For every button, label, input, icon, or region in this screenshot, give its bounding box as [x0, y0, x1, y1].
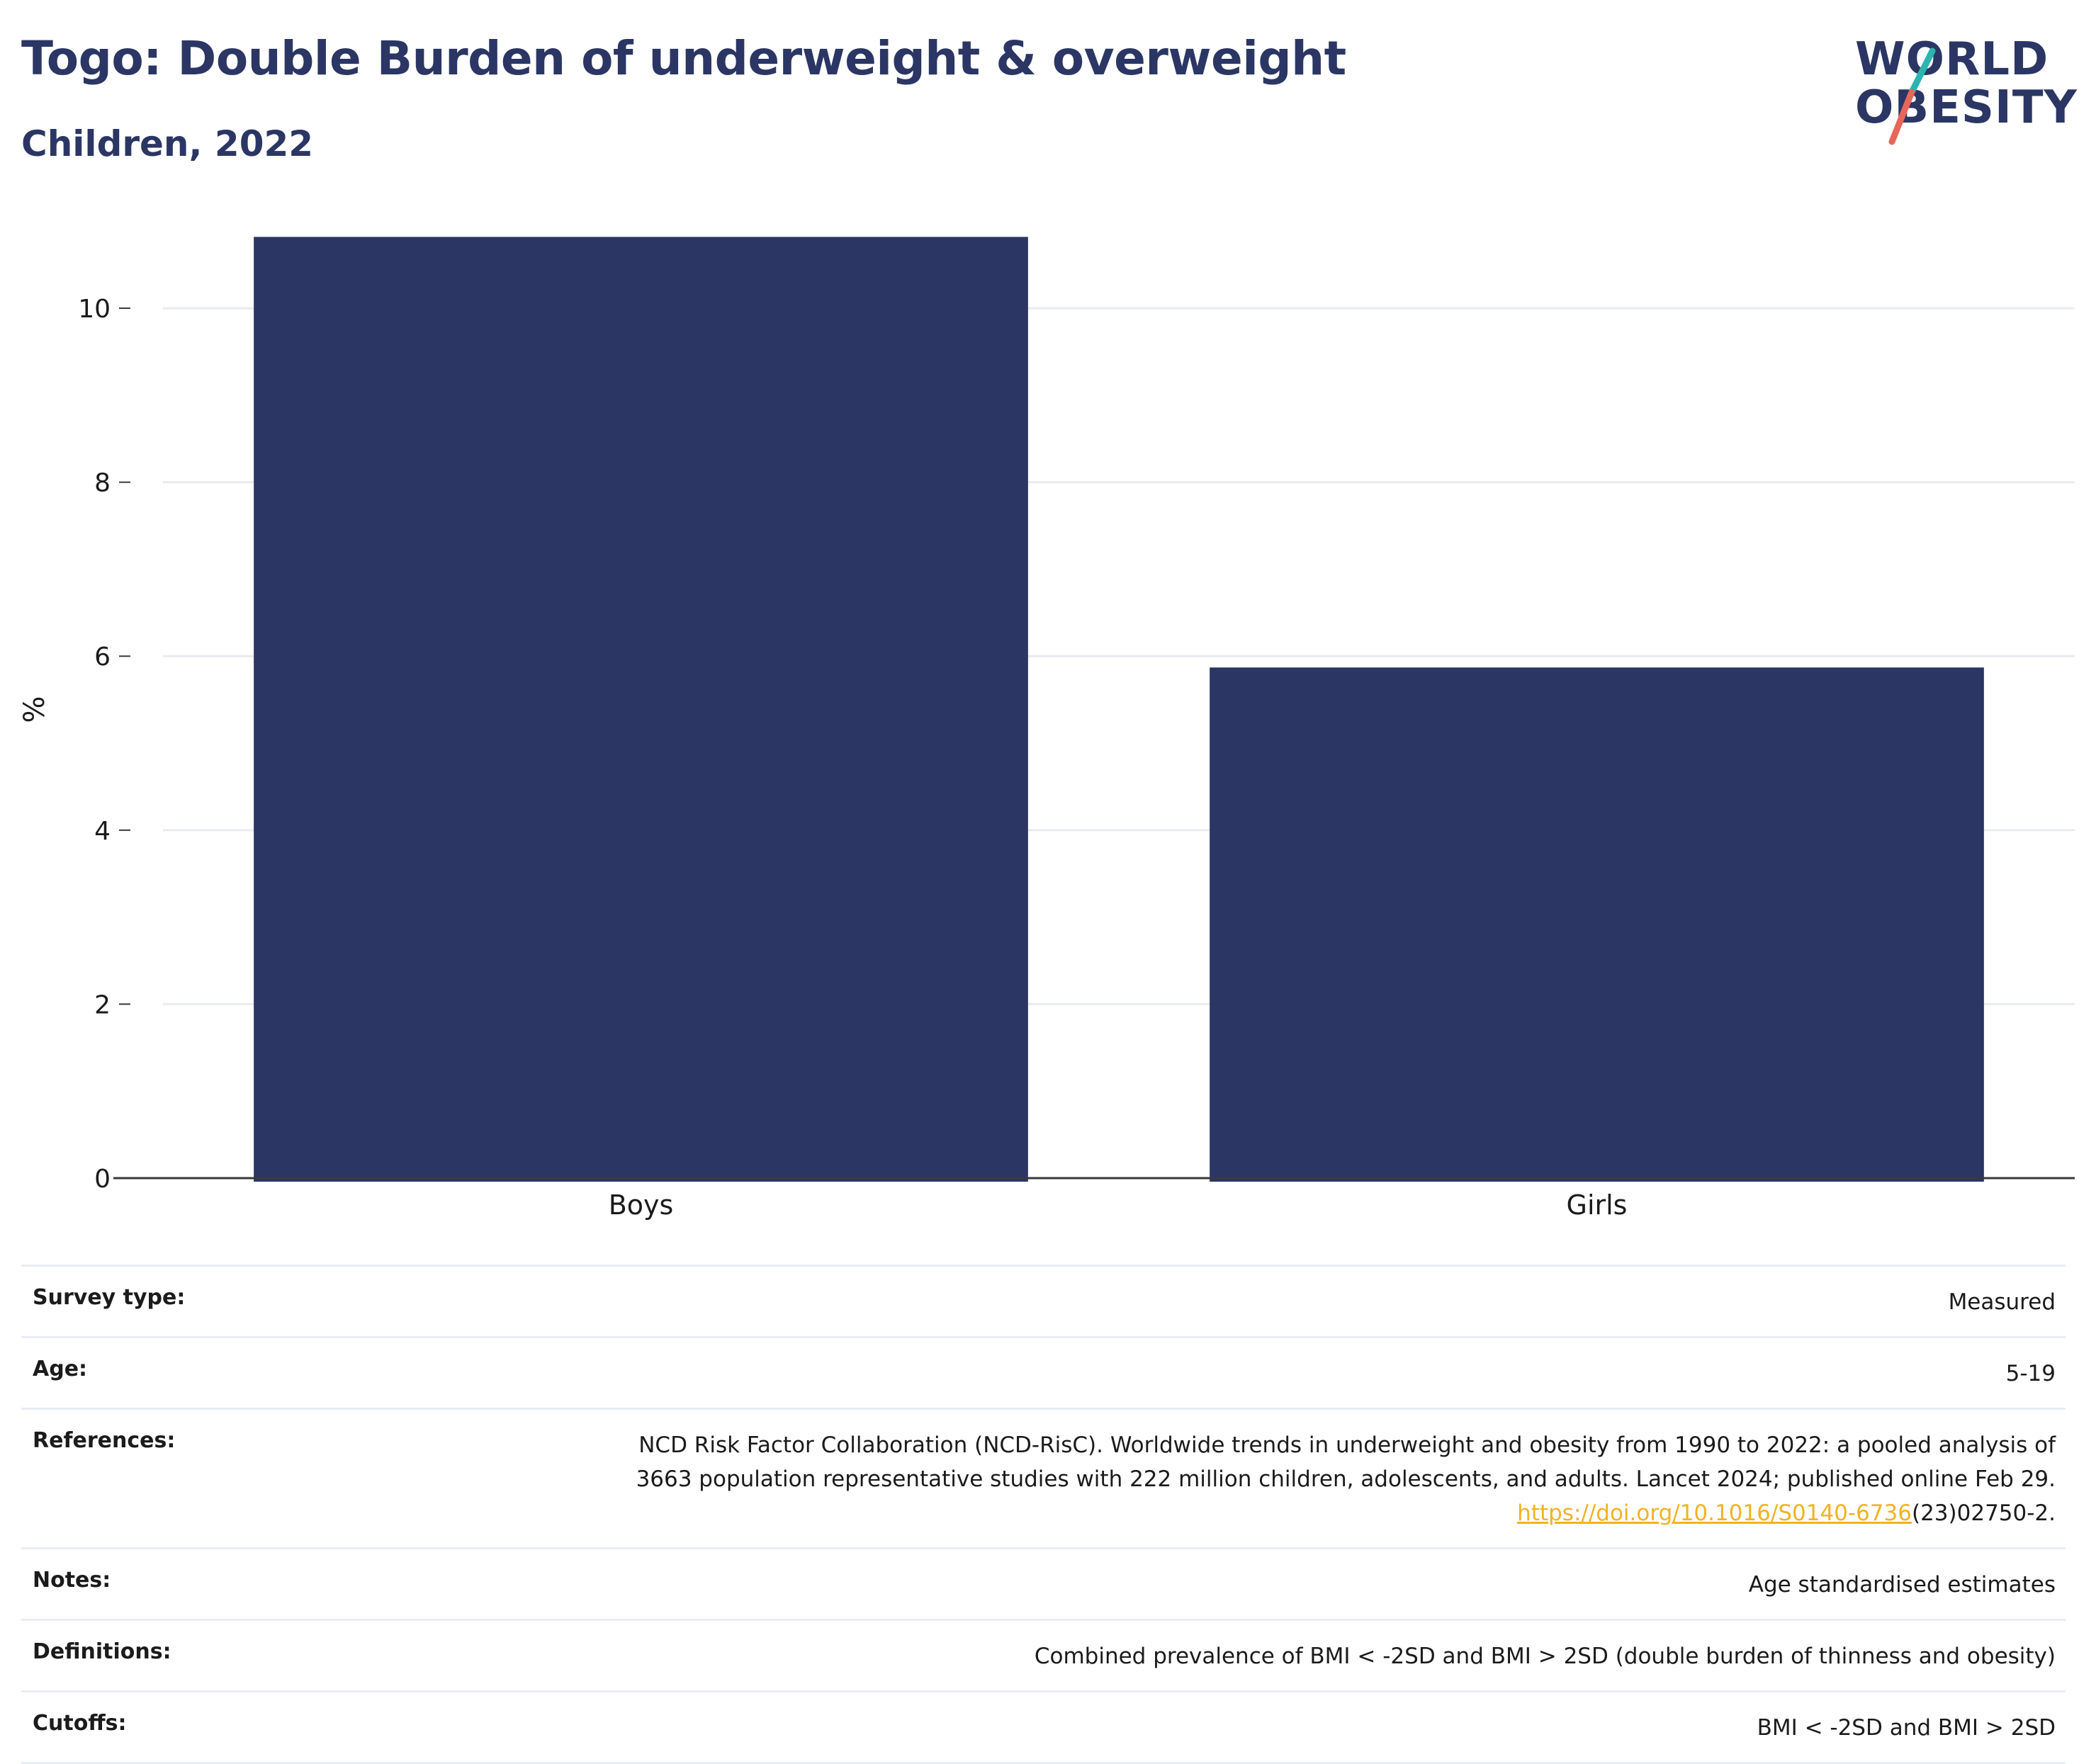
definitions-key: Definitions: — [33, 1639, 171, 1665]
cutoffs-value: BMI < -2SD and BMI > 2SD — [1757, 1715, 2056, 1741]
y-tick-label-10: 10 — [78, 295, 111, 324]
notes-value: Age standardised estimates — [1748, 1572, 2056, 1598]
details-row-cutoffs: Cutoffs: BMI < -2SD and BMI > 2SD — [21, 1690, 2066, 1764]
references-key: References: — [33, 1428, 176, 1454]
logo-slash-icon — [1888, 47, 1936, 145]
bar-chart: 0 2 4 6 8 10 Boys Girls % — [18, 237, 2075, 1221]
x-category-label-girls: Girls — [1567, 1189, 1628, 1221]
world-obesity-logo: WORLD OBESITY — [1842, 21, 2083, 156]
details-table: Survey type: Measured Age: 5-19 Referenc… — [21, 1265, 2066, 1764]
y-axis-label: % — [18, 696, 51, 723]
details-row-references: References: NCD Risk Factor Collaboratio… — [21, 1408, 2066, 1547]
x-category-label-boys: Boys — [609, 1189, 674, 1221]
y-tick-label-0: 0 — [94, 1165, 111, 1194]
bars — [254, 237, 1984, 1182]
references-doi-suffix: (23)02750-2. — [1911, 1500, 2056, 1527]
survey-type-key: Survey type: — [33, 1285, 186, 1310]
y-tick-label-4: 4 — [94, 817, 111, 846]
notes-key: Notes: — [33, 1568, 111, 1593]
x-axis-categories: Boys Girls — [609, 1189, 1628, 1221]
references-value: NCD Risk Factor Collaboration (NCD-RisC)… — [636, 1428, 2056, 1530]
references-line-2: 3663 population representative studies w… — [636, 1466, 2056, 1493]
details-row-notes: Notes: Age standardised estimates — [21, 1547, 2066, 1619]
bar-boys — [254, 237, 1028, 1182]
page-subtitle: Children, 2022 — [21, 123, 314, 164]
age-key: Age: — [33, 1357, 88, 1382]
age-value: 5-19 — [2005, 1361, 2056, 1387]
logo-line-2: OBESITY — [1855, 81, 2078, 134]
details-row-age: Age: 5-19 — [21, 1336, 2066, 1408]
y-tick-label-2: 2 — [94, 990, 111, 1019]
references-line-1: NCD Risk Factor Collaboration (NCD-RisC)… — [638, 1432, 2056, 1459]
details-row-definitions: Definitions: Combined prevalence of BMI … — [21, 1619, 2066, 1690]
y-tick-label-6: 6 — [94, 643, 111, 672]
survey-type-value: Measured — [1948, 1289, 2056, 1315]
definitions-value: Combined prevalence of BMI < -2SD and BM… — [1034, 1644, 2056, 1670]
logo-line-1: WORLD — [1855, 33, 2049, 86]
y-tick-label-8: 8 — [94, 469, 111, 498]
details-row-survey-type: Survey type: Measured — [21, 1265, 2066, 1336]
references-doi-link[interactable]: https://doi.org/10.1016/S0140-6736 — [1517, 1500, 1912, 1527]
page-title: Togo: Double Burden of underweight & ove… — [21, 31, 1346, 86]
y-axis-ticks: 0 2 4 6 8 10 — [78, 295, 130, 1194]
bar-girls — [1210, 667, 1984, 1182]
